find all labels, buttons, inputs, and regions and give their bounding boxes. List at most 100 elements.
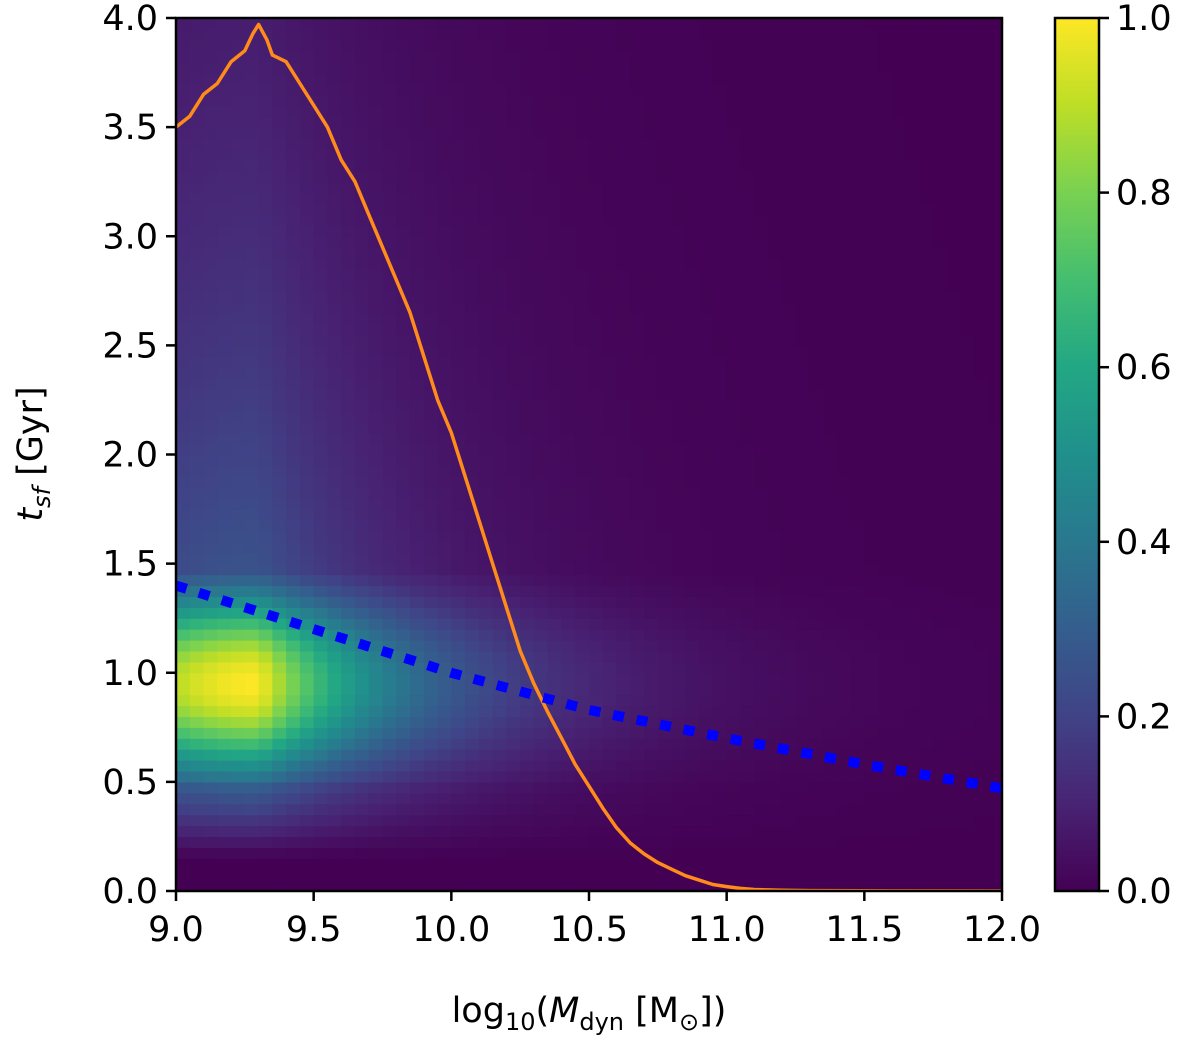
heatmap-cell [189, 596, 205, 608]
heatmap-cell [795, 487, 810, 499]
heatmap-cell [864, 443, 879, 456]
heatmap-cell [905, 596, 920, 608]
heatmap-cell [699, 116, 714, 128]
heatmap-cell [919, 170, 934, 183]
heatmap-cell [272, 39, 287, 52]
heatmap-cell [685, 105, 700, 117]
heatmap-cell [410, 279, 425, 292]
heatmap-cell [258, 148, 273, 161]
heatmap-cell [712, 94, 728, 106]
heatmap-cell [478, 94, 494, 106]
heatmap-cell [988, 629, 1002, 641]
heatmap-cell [217, 312, 232, 325]
heatmap-cell [602, 629, 618, 641]
heatmap-cell [354, 814, 370, 827]
heatmap-cell [423, 672, 439, 685]
heatmap-cell [864, 487, 879, 499]
heatmap-cell [602, 279, 618, 292]
heatmap-cell [891, 607, 907, 619]
heatmap-cell [437, 738, 452, 750]
heatmap-cell [299, 749, 315, 761]
heatmap-cell [451, 399, 466, 412]
heatmap-cell [244, 356, 260, 368]
heatmap-cell [354, 563, 370, 576]
heatmap-cell [451, 148, 466, 161]
heatmap-cell [616, 181, 631, 194]
heatmap-cell [354, 847, 370, 859]
heatmap-cell [176, 476, 191, 488]
heatmap-cell [231, 672, 246, 685]
heatmap-cell [506, 334, 521, 346]
heatmap-cell [671, 225, 686, 237]
heatmap-cell [533, 825, 549, 838]
heatmap-cell [602, 530, 618, 543]
heatmap-cell [864, 727, 879, 739]
heatmap-cell [657, 301, 673, 314]
heatmap-cell [836, 225, 852, 237]
heatmap-cell [258, 465, 273, 477]
heatmap-cell [299, 869, 315, 881]
heatmap-cell [891, 585, 907, 597]
heatmap-cell [933, 498, 948, 510]
heatmap-cell [176, 661, 191, 674]
heatmap-cell [781, 749, 797, 761]
heatmap-cell [905, 672, 920, 685]
heatmap-cell [272, 170, 287, 183]
heatmap-cell [354, 869, 370, 881]
heatmap-cell [974, 18, 989, 30]
heatmap-cell [589, 389, 604, 401]
heatmap-cell [589, 138, 604, 150]
heatmap-cell [740, 61, 755, 74]
heatmap-cell [217, 694, 232, 707]
heatmap-cell [423, 770, 439, 783]
heatmap-cell [616, 836, 631, 848]
heatmap-cell [671, 749, 686, 761]
heatmap-cell [217, 410, 232, 423]
heatmap-cell [960, 760, 976, 772]
heatmap-cell [410, 465, 425, 477]
heatmap-cell [767, 847, 783, 859]
heatmap-cell [244, 61, 260, 74]
heatmap-cell [299, 487, 315, 499]
heatmap-cell [217, 803, 232, 816]
heatmap-cell [754, 760, 769, 772]
heatmap-cell [258, 716, 273, 728]
heatmap-cell [327, 585, 342, 597]
heatmap-cell [933, 880, 948, 891]
heatmap-cell [423, 705, 439, 717]
heatmap-cell [437, 18, 452, 30]
heatmap-cell [767, 105, 783, 117]
heatmap-cell [946, 705, 962, 717]
heatmap-cell [299, 760, 315, 772]
heatmap-cell [988, 50, 1002, 63]
heatmap-cell [231, 170, 246, 183]
heatmap-cell [286, 487, 301, 499]
heatmap-cell [217, 247, 232, 259]
heatmap-cell [905, 410, 920, 423]
x-axis: 9.0 9.5 10.0 10.5 11.0 11.5 12.0 [148, 891, 1041, 950]
heatmap-cell [823, 629, 838, 641]
heatmap-cell [878, 334, 893, 346]
heatmap-cell [189, 836, 205, 848]
heatmap-cell [878, 18, 893, 30]
heatmap-cell [836, 727, 852, 739]
heatmap-cell [203, 28, 218, 41]
heatmap-cell [327, 367, 342, 379]
heatmap-cell [492, 258, 507, 270]
heatmap-cell [988, 574, 1002, 587]
heatmap-cell [671, 203, 686, 216]
heatmap-cell [726, 389, 742, 401]
heatmap-cell [891, 694, 907, 707]
heatmap-cell [988, 290, 1002, 303]
heatmap-cell [368, 661, 384, 674]
heatmap-cell [547, 61, 563, 74]
heatmap-cell [974, 694, 989, 707]
heatmap-cell [203, 345, 218, 357]
heatmap-cell [974, 661, 989, 674]
heatmap-cell [630, 236, 645, 248]
heatmap-cell [905, 847, 920, 859]
heatmap-cell [203, 443, 218, 456]
heatmap-cell [410, 170, 425, 183]
heatmap-cell [396, 225, 411, 237]
heatmap-cell [630, 410, 645, 423]
